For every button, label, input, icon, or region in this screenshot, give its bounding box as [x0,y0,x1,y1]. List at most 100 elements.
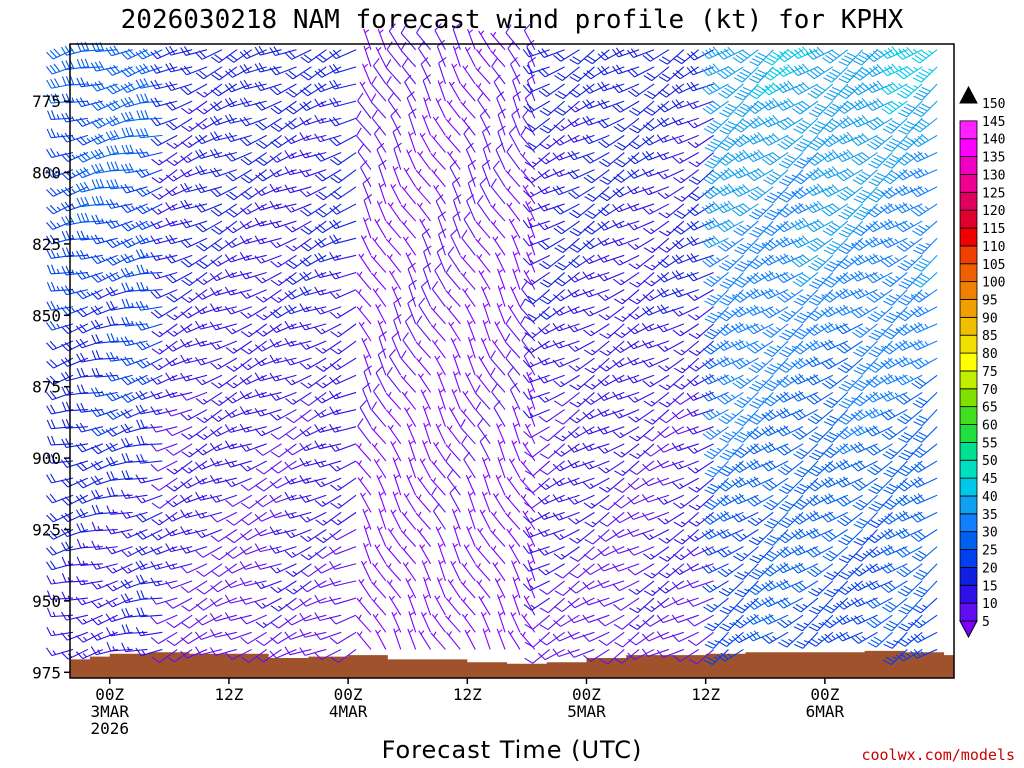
wind-barb [482,319,491,342]
wind-barb [837,83,863,100]
wind-barb [598,152,625,168]
wind-barb [390,509,402,530]
wind-barb [150,289,178,299]
wind-barb [240,631,267,645]
wind-barb [284,304,312,315]
wind-barb [284,357,312,366]
wind-barb [527,542,536,564]
wind-barb [210,100,238,112]
wind-barb [627,648,655,661]
wind-barb [627,220,655,231]
wind-barb [688,169,714,185]
wind-barb [671,614,699,623]
wind-barb [284,166,312,176]
wind-barb [61,340,89,352]
wind-barb [151,152,178,166]
wind-barb [195,272,223,286]
wind-barb [716,200,744,214]
wind-barb [422,74,432,102]
wind-barb [300,374,327,389]
wind-barb [490,31,506,51]
wind-barb [224,152,252,162]
wind-barb [224,82,252,93]
wind-barb [686,271,714,282]
wind-barb [135,494,163,504]
wind-barb [641,477,670,487]
wind-barb [895,46,923,60]
wind-barb [195,374,223,386]
wind-barb [329,234,357,245]
wind-barb [822,374,849,389]
wind-barb [135,390,163,401]
wind-barb [719,443,744,461]
wind-barb [852,546,878,562]
wind-barb [407,296,417,325]
colorbar-swatch [959,531,978,550]
wind-barb [195,220,223,233]
wind-barb [702,426,729,440]
wind-barb [763,546,789,562]
wind-barb [464,372,476,393]
wind-barb [430,305,446,325]
wind-barb [106,179,133,190]
wind-barb [90,133,118,145]
wind-barb [821,133,849,148]
wind-barb [911,443,938,459]
wind-barb [896,306,923,322]
wind-barb [329,561,357,570]
wind-barb [436,577,446,599]
wind-barb [475,83,491,102]
wind-barb [671,287,699,298]
wind-barb [836,340,863,354]
wind-barb [838,374,864,392]
wind-barb [671,134,699,145]
wind-barb [386,366,402,393]
wind-barb [895,202,923,214]
wind-barb [717,237,744,252]
wind-barb [121,144,148,155]
wind-barb [641,340,670,349]
wind-barb [673,186,700,202]
wind-barb [853,203,878,221]
wind-barb [508,218,521,239]
wind-barb [314,424,342,433]
wind-barb [822,117,849,133]
wind-barb [75,460,104,472]
wind-barb [462,613,476,633]
wind-barb [553,220,580,235]
wind-barb [687,203,714,217]
wind-barb [255,648,282,663]
wind-barb [627,66,655,78]
wind-barb [731,511,759,523]
wind-barb [377,28,387,50]
wind-barb [731,184,759,197]
wind-barb [749,374,774,392]
wind-barb [121,316,148,327]
wind-barb [330,323,357,338]
wind-barb [851,563,878,577]
wind-barb [299,186,327,198]
wind-barb [687,134,714,149]
wind-barb [465,474,476,496]
colorbar-swatch [959,388,978,408]
wind-barb [416,202,431,222]
wind-barb [225,546,253,559]
wind-barb [478,595,491,616]
wind-barb [642,614,670,627]
wind-barb [823,254,849,272]
wind-barb [330,169,357,184]
wind-barb [314,494,342,507]
wind-barb [569,220,595,237]
wind-barb [657,271,685,283]
wind-barb [776,253,804,265]
wind-barb [166,648,193,663]
wind-barb [837,580,863,596]
wind-barb [539,443,566,459]
wind-barb [195,66,223,80]
wind-barb [568,511,595,525]
wind-barb [314,169,342,182]
wind-barb [883,152,908,169]
wind-barb [732,117,759,133]
wind-barb [196,409,223,424]
wind-barb [449,485,461,513]
